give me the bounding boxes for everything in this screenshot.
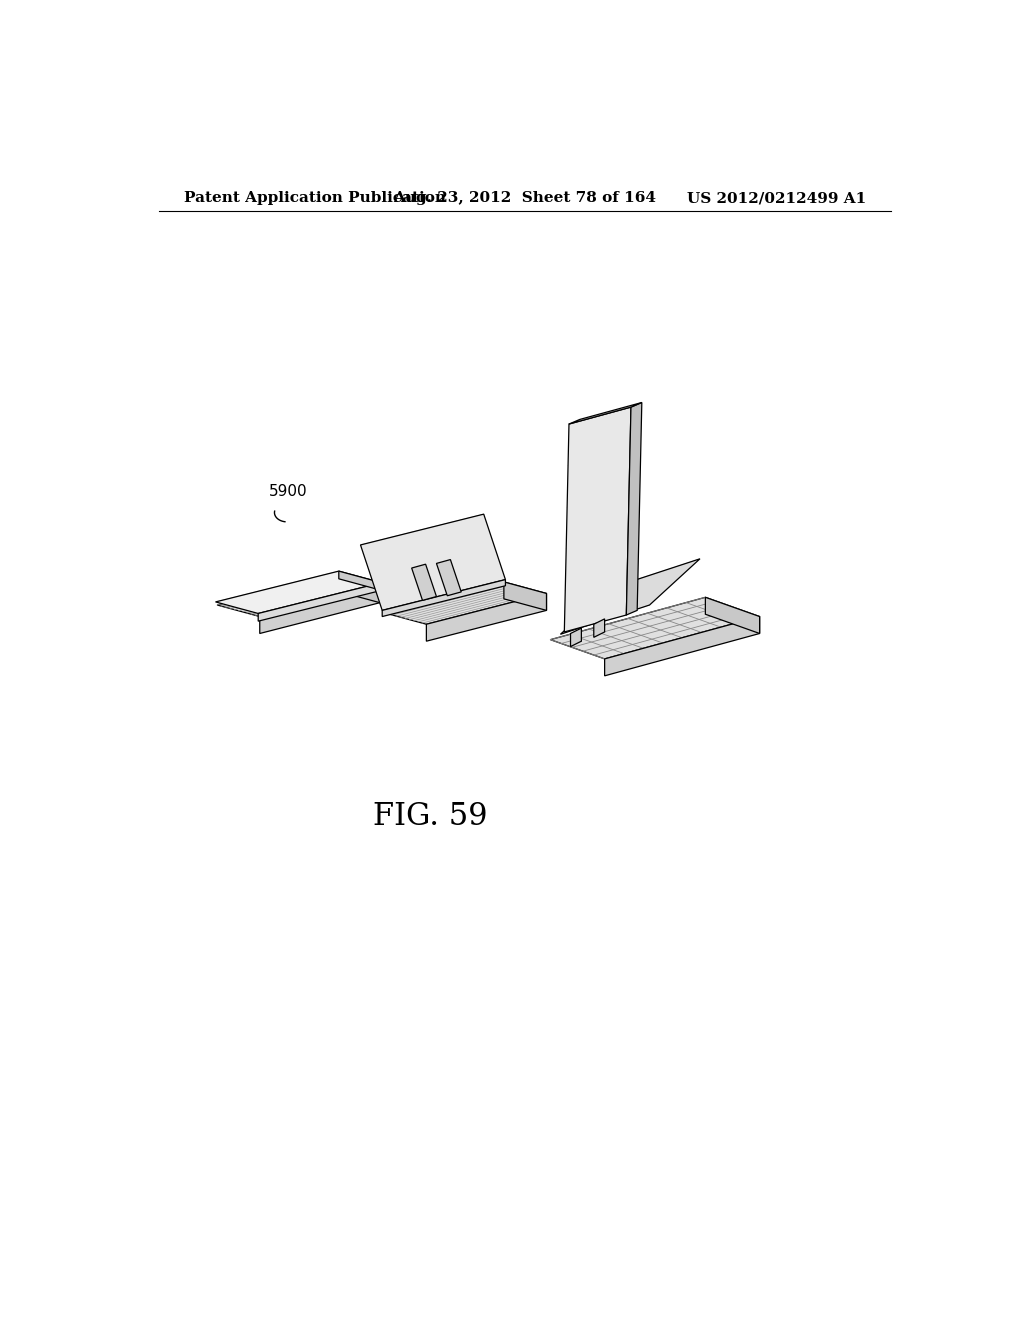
Polygon shape [258,582,381,622]
Polygon shape [570,628,582,647]
Polygon shape [560,558,700,635]
Polygon shape [216,572,381,614]
Polygon shape [706,597,760,634]
Polygon shape [412,564,436,601]
Polygon shape [604,616,760,676]
Polygon shape [337,574,380,603]
Text: US 2012/0212499 A1: US 2012/0212499 A1 [686,191,866,206]
Polygon shape [382,579,506,616]
Polygon shape [564,407,631,632]
Polygon shape [627,403,642,615]
Polygon shape [260,586,380,634]
Text: FIG. 59: FIG. 59 [373,801,487,832]
Polygon shape [436,560,461,595]
Polygon shape [550,597,760,659]
Polygon shape [384,582,547,624]
Polygon shape [217,574,380,616]
Polygon shape [594,619,604,638]
Polygon shape [339,572,381,590]
Text: Patent Application Publication: Patent Application Publication [183,191,445,206]
Polygon shape [360,515,506,610]
Text: 5900: 5900 [269,483,307,499]
Polygon shape [426,594,547,642]
Text: Aug. 23, 2012  Sheet 78 of 164: Aug. 23, 2012 Sheet 78 of 164 [393,191,656,206]
Polygon shape [569,403,642,424]
Polygon shape [504,582,547,610]
